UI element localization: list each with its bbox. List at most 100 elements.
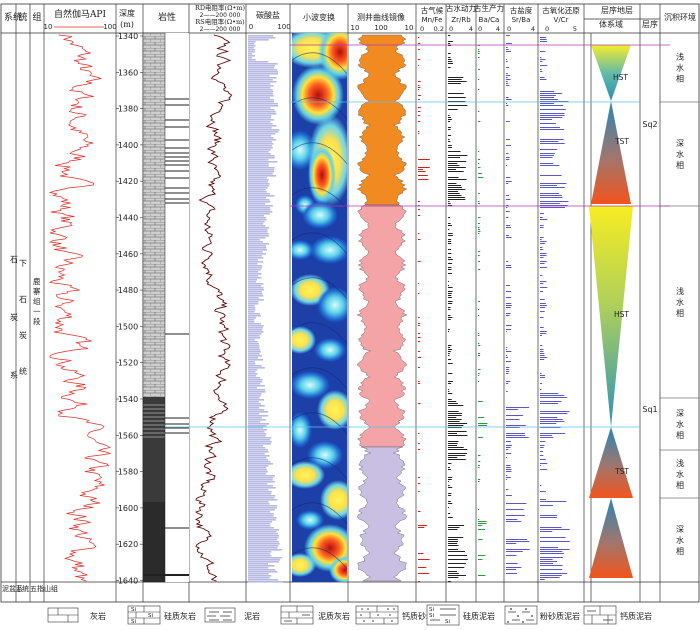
environment-label-char: 浅 — [676, 52, 684, 62]
depth-axis: 1340 1360 1380 1400 1420 1440 1460 1480 1500 1520… — [116, 32, 143, 586]
strat-group-char-3: 组 — [33, 296, 41, 306]
depth-tick-label: 1640 — [118, 577, 138, 586]
header-srba: Sr/Ba — [512, 16, 531, 24]
zrrb-max: 4 — [469, 25, 473, 33]
environment-label-char: 相 — [676, 308, 684, 318]
header-baca: Ba/Ca — [479, 16, 500, 24]
bottom-series: 上统 — [15, 584, 29, 593]
strat-group-char-5: 段 — [33, 316, 41, 326]
baca-min: 0 — [478, 25, 482, 33]
geochemistry-bars — [418, 35, 570, 582]
zrrb-min: 0 — [449, 25, 453, 33]
depth-tick-label: 1560 — [118, 431, 138, 440]
header-rd: RD电阻率(Ω•m) — [195, 3, 246, 12]
legend-siliceous-mudstone-label: 硅质泥岩 — [463, 611, 495, 621]
gr-min: 10 — [44, 23, 53, 31]
header-mnfe: Mn/Fe — [422, 16, 443, 24]
depth-tick-label: 1540 — [118, 395, 138, 404]
strat-system-char-1: 石 — [10, 255, 18, 264]
mirror-tick-right: 10 — [405, 24, 414, 32]
vcr-min: 0 — [545, 25, 549, 33]
legend-calcareous-mudstone: 钙质泥岩 — [583, 605, 652, 625]
header-productivity: 古生产力 — [474, 3, 504, 13]
srba-min: 0 — [507, 25, 511, 33]
depth-tick-label: 1580 — [118, 468, 138, 477]
environment-label-char: 水 — [676, 297, 684, 307]
environment-label-char: 深 — [676, 139, 684, 148]
depth-tick-label: 1600 — [118, 504, 138, 513]
depth-tick-label: 1400 — [118, 141, 138, 150]
systems-tract-triangles: HST TST HST TST Sq2 Sq1 — [589, 45, 658, 578]
mirror-tick-mid: 100 — [374, 24, 387, 32]
frame — [0, 3, 700, 603]
strat-series-char-4: 统 — [19, 366, 27, 376]
sequence-sq1: Sq1 — [642, 405, 657, 414]
environment-label-char: 相 — [676, 480, 684, 490]
depth-tick-label: 1380 — [118, 105, 138, 114]
legend-mudstone: 泥岩 — [204, 607, 260, 623]
depth-tick-label: 1500 — [118, 322, 138, 331]
strat-series-char-2: 石 — [19, 295, 27, 304]
legend-mudstone-label: 泥岩 — [244, 611, 260, 621]
bottom-group: 五指山组 — [30, 584, 58, 593]
resistivity-curve — [194, 34, 233, 582]
bottom-system: 泥盆系 — [2, 584, 23, 593]
legend-silty-mudstone: 粉砂质泥岩 — [504, 605, 580, 625]
environment-label-char: 相 — [676, 546, 684, 556]
environment-label-char: 相 — [676, 160, 684, 170]
header-carbonate: 碳酸盐 — [256, 10, 280, 20]
srba-max: 4 — [531, 25, 535, 33]
carbonate-min: 0 — [249, 23, 253, 31]
strat-system-char-3: 系 — [10, 370, 18, 380]
header-depth: 深度 — [119, 8, 135, 18]
sequence-boundaries — [165, 44, 670, 428]
lithology-column — [142, 32, 189, 583]
mnfe-min: 0 — [420, 25, 424, 33]
header-system: 系统 — [4, 11, 22, 23]
carbonate-max: 100 — [277, 23, 290, 31]
strat-group-char-4: 一 — [33, 307, 41, 316]
environment-label-char: 水 — [676, 419, 684, 429]
depth-tick-label: 1440 — [118, 214, 138, 223]
legend-siliceous-limestone: Si Si Si 硅质灰岩 — [127, 605, 196, 625]
mnfe-max: 0.2 — [434, 25, 444, 33]
tst-lower-triangle-b — [589, 498, 633, 578]
tract-hst-upper: HST — [613, 73, 628, 82]
header-wavelet: 小波变换 — [303, 12, 335, 22]
header-series: 统 — [18, 11, 27, 23]
depth-tick-label: 1620 — [118, 540, 138, 549]
depth-tick-label: 1480 — [118, 286, 138, 295]
strat-series-char-3: 炭 — [19, 331, 27, 340]
legend-si-mark-6: Si — [445, 619, 450, 625]
header-paleoclimate: 古气候 — [421, 5, 444, 15]
legend-si-mark-1: Si — [131, 607, 136, 613]
legend-si-mark-3: Si — [131, 619, 136, 625]
header-hydrodynamics: 古水动力 — [446, 3, 476, 13]
environment-label-char: 水 — [676, 469, 684, 479]
legend-silty-mudstone-label: 粉砂质泥岩 — [540, 611, 580, 621]
environment-label-char: 深 — [676, 525, 684, 534]
baca-max: 4 — [496, 25, 500, 33]
environment-label-char: 浅 — [676, 286, 684, 296]
carbonate-curve — [248, 35, 284, 583]
legend-marly-limestone: 泥质灰岩 — [280, 605, 350, 625]
legend-si-mark-4: Si — [429, 607, 434, 613]
header-zrrb: Zr/Rb — [451, 16, 471, 24]
tract-hst-lower: HST — [614, 310, 629, 319]
strat-system-char-2: 炭 — [10, 313, 18, 322]
gamma-ray-curve — [48, 34, 112, 582]
lithology-legend: 灰岩 Si Si Si 硅质灰岩 泥岩 泥质灰岩 — [47, 604, 652, 626]
legend-calcareous-sandstone: 钙质砂岩 — [355, 605, 434, 625]
strat-group-char-2: 寨 — [33, 286, 41, 296]
header-group: 组 — [32, 11, 41, 23]
header-sequence: 层序 — [642, 19, 658, 29]
header-mirror: 测井曲线镜像 — [357, 12, 405, 22]
depth-tick-label: 1420 — [118, 177, 138, 186]
environment-label-char: 深 — [676, 409, 684, 418]
hst-lower-triangle — [589, 206, 633, 427]
sequence-sq2: Sq2 — [642, 120, 657, 129]
column-headers: 系统 统 组 自然伽马API 10 100 深度 (m) 岩性 RD电阻率(Ω•… — [4, 3, 696, 33]
legend-calcareous-sandstone-label: 钙质砂岩 — [402, 611, 434, 621]
depth-tick-label: 1520 — [118, 359, 138, 368]
